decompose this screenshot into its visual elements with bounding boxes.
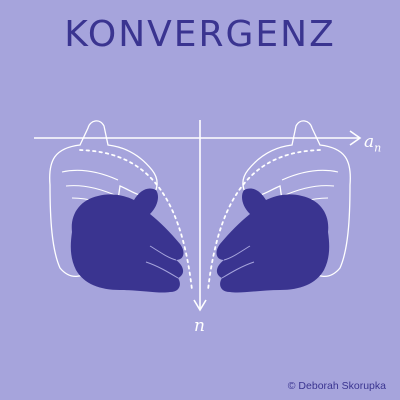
copyright-credit: © Deborah Skorupka	[287, 380, 386, 392]
left-front-hand	[70, 188, 184, 293]
left-dotted-curve	[79, 149, 193, 291]
x-axis-label: an	[364, 132, 382, 155]
x-axis	[34, 130, 362, 146]
y-axis-label: n	[194, 316, 205, 336]
y-axis	[193, 120, 207, 312]
right-front-hand	[216, 188, 330, 293]
convergence-curves	[79, 149, 321, 291]
title: KONVERGENZ	[64, 14, 336, 55]
right-dotted-curve	[207, 149, 321, 291]
